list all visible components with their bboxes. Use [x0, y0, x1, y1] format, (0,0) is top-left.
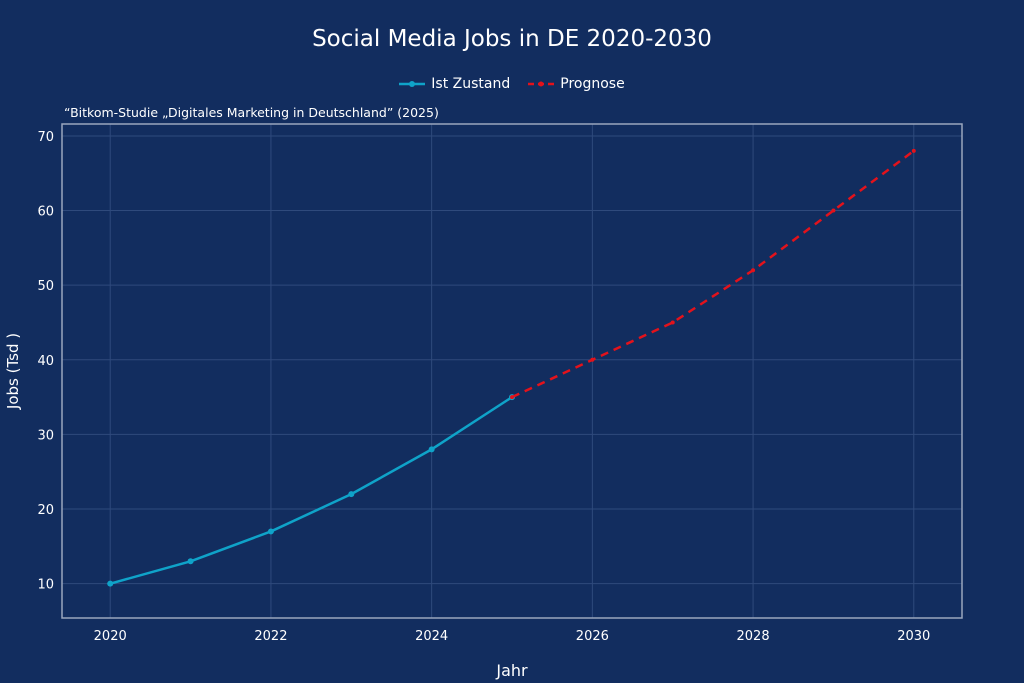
- y-tick-label: 30: [37, 428, 54, 443]
- legend-item-forecast: Prognose: [528, 76, 625, 92]
- data-point: [428, 446, 435, 453]
- data-point: [590, 357, 595, 362]
- legend-line-forecast-icon: [528, 81, 555, 87]
- plot-frame: [61, 123, 963, 619]
- x-axis-label: Jahr: [495, 661, 528, 680]
- data-point: [510, 395, 514, 400]
- data-point: [348, 491, 355, 498]
- data-point: [107, 580, 114, 587]
- legend-label-forecast: Prognose: [560, 76, 625, 92]
- x-tick-label: 2030: [897, 629, 930, 644]
- y-tick-label: 40: [37, 354, 54, 369]
- chart-title: Social Media Jobs in DE 2020-2030: [312, 26, 712, 52]
- legend-item-actual: Ist Zustand: [399, 76, 510, 92]
- y-tick-label: 50: [37, 279, 54, 294]
- y-tick-label: 10: [37, 578, 54, 593]
- x-tick-label: 2026: [576, 629, 609, 644]
- x-tick-label: 2022: [254, 629, 287, 644]
- legend-line-actual-icon: [399, 81, 426, 87]
- series-line-actual: [109, 396, 513, 585]
- y-tick-label: 60: [37, 205, 54, 220]
- y-tick-label: 20: [37, 503, 54, 518]
- data-point: [911, 148, 916, 153]
- legend-label-actual: Ist Zustand: [431, 76, 511, 92]
- chart-subtitle: “Bitkom-Studie „Digitales Marketing in D…: [64, 105, 439, 120]
- x-tick-label: 2024: [415, 629, 448, 644]
- y-tick-label: 70: [37, 130, 54, 145]
- data-point: [670, 320, 675, 325]
- data-point: [831, 208, 836, 213]
- data-point: [751, 268, 756, 273]
- data-point: [267, 528, 274, 535]
- x-tick-label: 2020: [94, 629, 127, 644]
- legend: Ist Zustand Prognose: [0, 76, 1024, 92]
- x-tick-label: 2028: [737, 629, 770, 644]
- y-axis-label: Jobs (Tsd ): [4, 333, 22, 410]
- data-point: [187, 558, 194, 565]
- series-line-forecast: [511, 149, 915, 399]
